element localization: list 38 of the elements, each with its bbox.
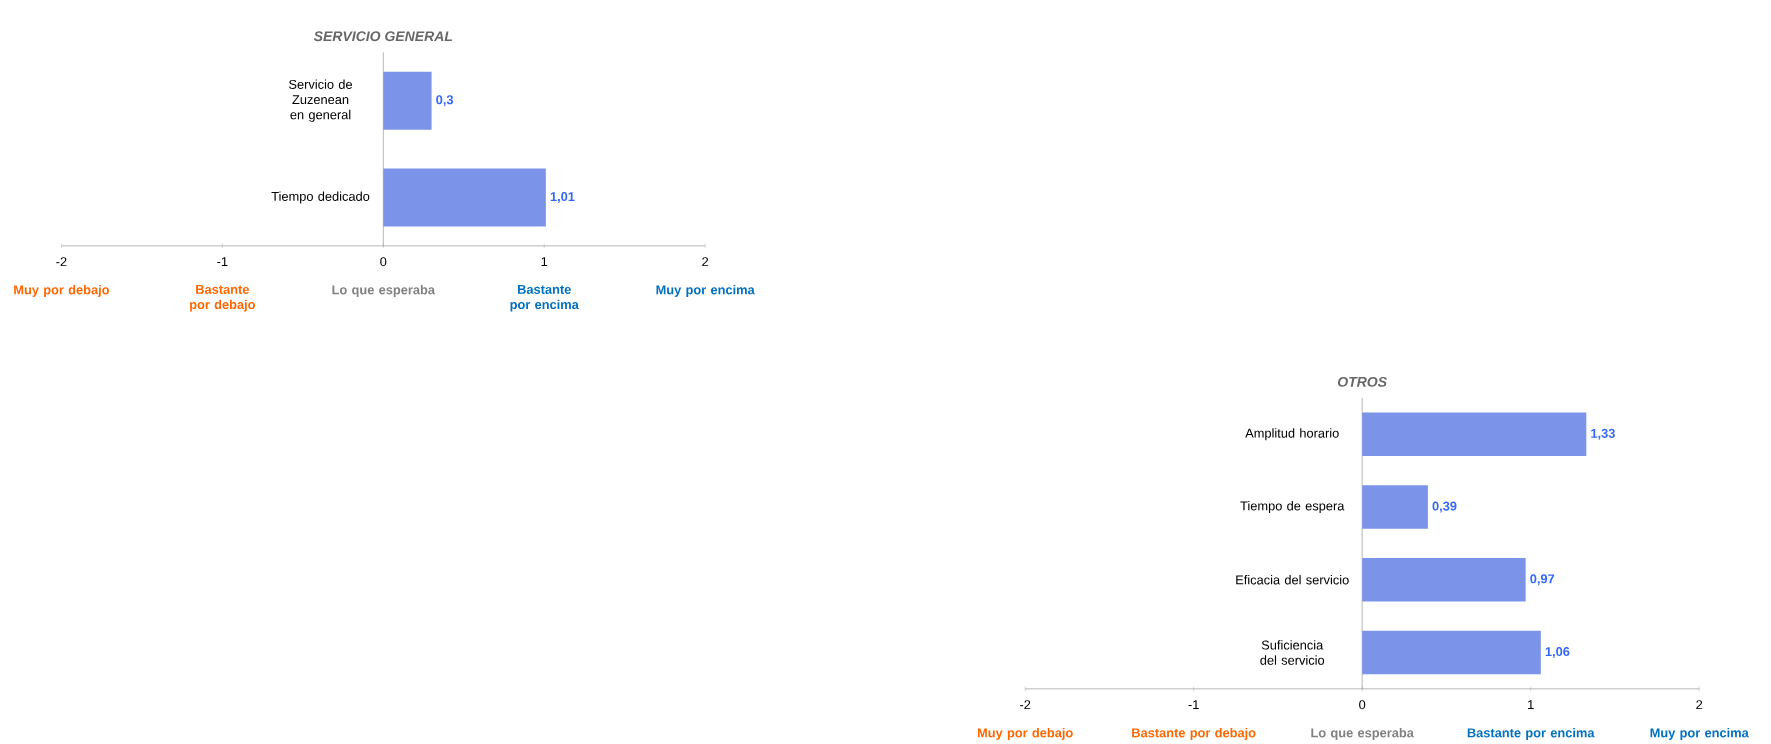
x-tick-label: 1: [1528, 700, 1534, 710]
x-tick-label: 0: [380, 257, 387, 267]
data-label: 1,06: [1545, 647, 1570, 659]
x-tick-label: 2: [702, 257, 709, 267]
data-label: 0,3: [436, 95, 454, 107]
text: Bastante por debajo: [190, 285, 255, 312]
y-tick-label: Tiempo dedicado: [271, 191, 370, 204]
data-label: 1,01: [550, 192, 575, 204]
data-label: 0,39: [1432, 501, 1457, 513]
x-tick-label: -2: [56, 257, 67, 267]
x-tick-label: 0: [1359, 700, 1366, 710]
y-tick-label: Servicio de Zuzenean en general: [289, 79, 353, 122]
bar: [1362, 412, 1587, 457]
bar: [1362, 558, 1526, 602]
y-tick-label: Suficiencia del servicio: [1260, 640, 1325, 665]
text: Muy por encima: [1650, 728, 1749, 741]
x-tick-label: -1: [217, 257, 228, 267]
x-tick-label: -2: [1020, 700, 1031, 710]
bar: [1362, 630, 1541, 675]
text: Muy por debajo: [14, 285, 110, 297]
text: Bastante por encima: [510, 285, 579, 312]
text: Muy por encima: [656, 285, 755, 297]
x-tick-label: -1: [1188, 700, 1199, 710]
x-tick-label: 2: [1696, 700, 1703, 710]
text: Muy por debajo: [977, 728, 1073, 741]
text: Lo que esperaba: [332, 285, 436, 297]
x-tick-label: 1: [541, 257, 548, 267]
data-label: 1,33: [1591, 428, 1615, 440]
text: Bastante por encima: [1467, 728, 1595, 741]
text: Lo que esperaba: [1311, 728, 1414, 741]
text: Bastante por debajo: [1132, 728, 1256, 741]
bar: [1362, 485, 1428, 529]
y-tick-label: Amplitud horario: [1245, 428, 1339, 441]
y-tick-label: Tiempo de espera: [1240, 501, 1345, 514]
chart-title: SERVICIO GENERAL: [313, 31, 453, 42]
chart-title: OTROS: [1337, 376, 1387, 387]
data-label: 0,97: [1530, 574, 1555, 586]
y-tick-label: Eficacia del servicio: [1236, 575, 1349, 585]
